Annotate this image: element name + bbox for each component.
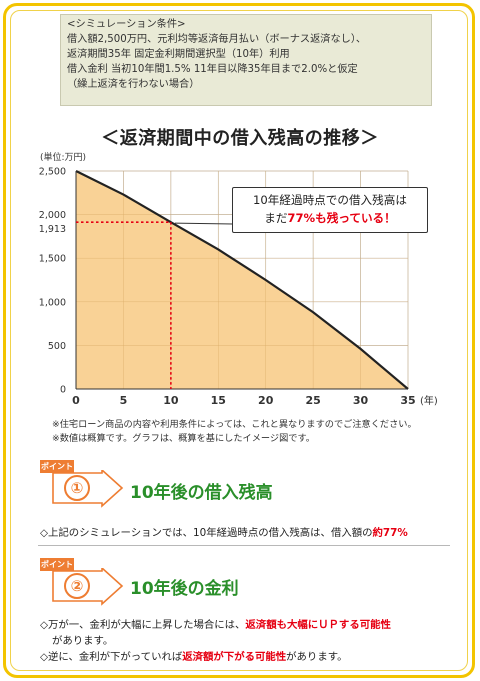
- point-1-body-text: ◇上記のシミュレーションでは、10年経過時点の借入残高は、借入額の: [40, 527, 373, 539]
- x-tick-label: 15: [211, 394, 226, 407]
- x-tick-label: 30: [353, 394, 369, 407]
- y-tick-label: 1,000: [39, 297, 66, 308]
- callout-pointer: [174, 222, 234, 225]
- conditions-line-1: 借入額2,500万円、元利均等返済毎月払い（ボーナス返済なし）、: [67, 34, 367, 45]
- x-tick-label: 0: [72, 394, 80, 407]
- point-2-body-2: があります。: [52, 635, 114, 647]
- marker-value-label: 1,913: [39, 224, 66, 235]
- callout-suffix: ！: [384, 211, 396, 225]
- x-tick-label: 20: [258, 394, 274, 407]
- point-2-body-1-text: ◇万が一、金利が大幅に上昇した場合には、: [40, 619, 246, 631]
- callout-prefix: まだ: [264, 211, 288, 225]
- x-tick-label: 25: [305, 394, 320, 407]
- balance-area: [76, 171, 408, 389]
- inner-frame: [10, 10, 468, 671]
- point-2-body-3-text: ◇逆に、金利が下がっていれば: [40, 651, 183, 663]
- outer-frame: [3, 3, 475, 678]
- x-unit-label: (年): [420, 394, 438, 407]
- simulation-conditions-box: <シミュレーション条件> 借入額2,500万円、元利均等返済毎月払い（ボーナス返…: [60, 14, 432, 106]
- y-tick-label: 500: [48, 341, 66, 352]
- conditions-heading: <シミュレーション条件>: [67, 19, 186, 30]
- note-2: ※数値は概算です。グラフは、概算を基にしたイメージ図です。: [52, 433, 315, 444]
- point-2-number: ②: [64, 573, 90, 599]
- point-2-body-3-highlight: 返済額が下がる可能性: [182, 651, 287, 663]
- divider-1: [38, 545, 450, 546]
- point-1-title: 10年後の借入残高: [130, 483, 273, 503]
- x-tick-label: 10: [163, 394, 179, 407]
- x-tick-label: 5: [120, 394, 128, 407]
- y-unit-label: (単位:万円): [40, 151, 86, 163]
- point-2-tag: ポイント: [40, 558, 74, 571]
- y-tick-label: 0: [60, 385, 66, 396]
- conditions-line-4: （繰上返済を行わない場合）: [67, 79, 200, 90]
- point-2-body-3-suffix: があります。: [286, 651, 348, 663]
- point-1-tag: ポイント: [40, 460, 74, 473]
- point-2-body-3: ◇逆に、金利が下がっていれば返済額が下がる可能性があります。: [40, 648, 347, 663]
- note-1: ※住宅ローン商品の内容や利用条件によっては、これと異なりますのでご注意ください。: [52, 419, 417, 430]
- balance-line: [75, 170, 409, 390]
- callout-line-2: まだ77%も残っている！: [233, 209, 427, 227]
- point-1-body-highlight: 約77%: [372, 527, 408, 539]
- callout-line-1: 10年経過時点での借入残高は: [253, 193, 407, 207]
- point-2-body-1: ◇万が一、金利が大幅に上昇した場合には、返済額も大幅にＵＰする可能性: [40, 616, 391, 631]
- point-2-title: 10年後の金利: [130, 579, 239, 599]
- y-tick-label: 2,500: [39, 167, 66, 178]
- conditions-line-3: 借入金利 当初10年間1.5% 11年目以降35年目まで2.0%と仮定: [67, 64, 358, 75]
- point-1-body: ◇上記のシミュレーションでは、10年経過時点の借入残高は、借入額の約77%: [40, 524, 408, 539]
- conditions-line-2: 返済期間35年 固定金利期間選択型（10年）利用: [67, 49, 290, 60]
- callout-box: 10年経過時点での借入残高は まだ77%も残っている！: [232, 187, 428, 233]
- point-1-number: ①: [64, 475, 90, 501]
- x-tick-label: 35: [400, 394, 415, 407]
- callout-highlight: 77%も残っている: [287, 211, 385, 225]
- point-2-body-1-highlight: 返済額も大幅にＵＰする可能性: [245, 619, 391, 631]
- point-1-badge: ポイント ①: [40, 460, 124, 514]
- chart-title: ＜返済期間中の借入残高の推移＞: [101, 128, 379, 149]
- y-tick-label: 1,500: [39, 254, 66, 265]
- point-2-badge: ポイント ②: [40, 558, 124, 612]
- y-tick-label: 2,000: [39, 210, 66, 221]
